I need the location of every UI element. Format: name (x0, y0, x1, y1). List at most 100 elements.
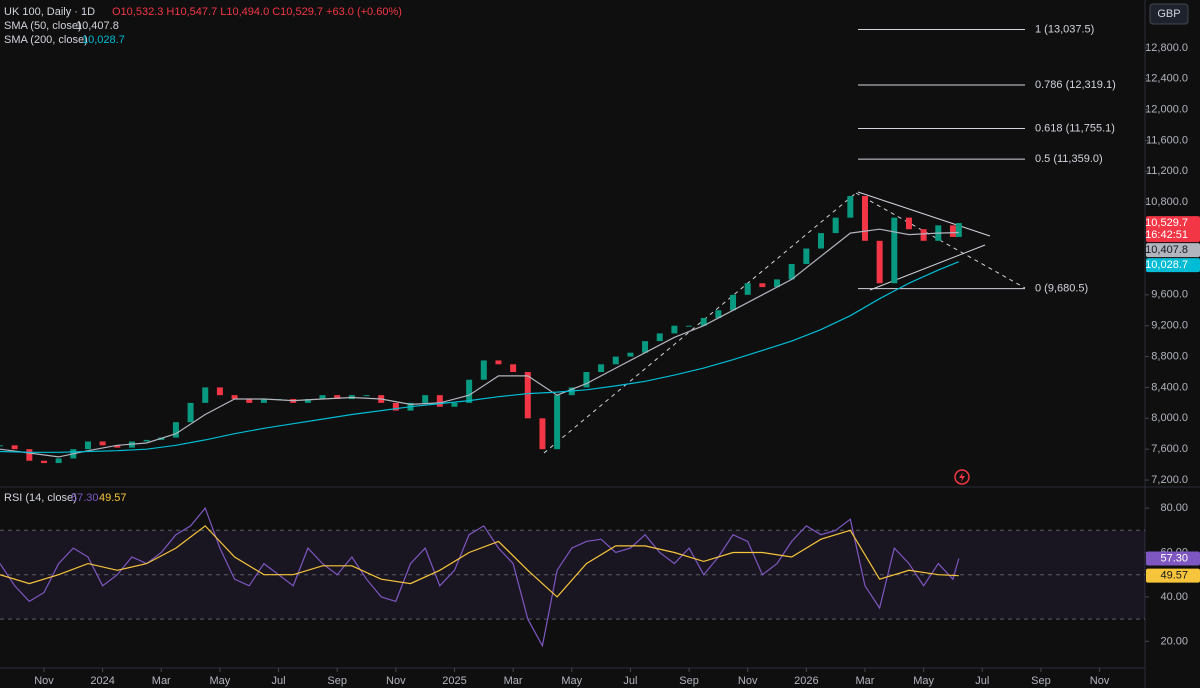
candle (202, 387, 209, 403)
price-tag-label: 49.57 (1160, 570, 1188, 582)
currency-button[interactable]: GBP (1149, 3, 1189, 25)
candle (715, 310, 722, 318)
candle (26, 449, 33, 461)
price-tag-label: 10,028.7 (1145, 259, 1188, 271)
candle (817, 233, 824, 249)
candle (949, 225, 956, 237)
x-tick-label: Jul (975, 675, 989, 687)
x-tick-label: Mar (152, 675, 171, 687)
y-tick-label: 20.00 (1160, 635, 1188, 647)
legend-value: 10,407.8 (76, 20, 119, 32)
legend-value: 10,028.7 (82, 34, 125, 46)
x-tick-label: Mar (504, 675, 523, 687)
currency-label: GBP (1157, 8, 1180, 20)
candle (554, 395, 561, 450)
currency-box (1149, 3, 1189, 25)
candle (642, 341, 649, 353)
candle (744, 283, 751, 295)
price-tag-box (1146, 551, 1200, 566)
x-tick-label: Sep (679, 675, 699, 687)
candle (84, 441, 91, 450)
candle (832, 217, 839, 234)
candle (876, 240, 883, 284)
candle (905, 217, 912, 230)
candle (920, 229, 927, 241)
candle (260, 399, 267, 403)
candle (495, 360, 502, 365)
x-tick-label: Jul (272, 675, 286, 687)
price-tag-box (1146, 258, 1200, 273)
candle (803, 248, 810, 264)
y-tick-label: 12,400.0 (1145, 73, 1188, 85)
y-tick-label: 7,600.0 (1151, 443, 1188, 455)
legend-value: 49.57 (99, 492, 127, 504)
candle (451, 402, 458, 407)
candle (143, 439, 150, 442)
candle (436, 395, 443, 407)
candle (172, 422, 179, 438)
candle (0, 445, 3, 447)
legend-value: 57.30 (71, 492, 99, 504)
candle (788, 263, 795, 280)
alert-icon[interactable] (954, 469, 970, 485)
candle (11, 445, 18, 450)
candle (524, 372, 531, 419)
fib-label: 0.618 (11,755.1) (1035, 122, 1115, 134)
candle (510, 364, 517, 373)
candle (686, 325, 693, 327)
price-tag-box (1146, 216, 1200, 243)
x-tick-label: Sep (1031, 675, 1051, 687)
y-tick-label: 10,800.0 (1145, 196, 1188, 208)
price-tag-label: 10,529.7 (1145, 217, 1188, 229)
alert-bolt (959, 472, 965, 482)
price-tag: 10,028.7 (1145, 258, 1200, 273)
x-tick-label: May (561, 675, 582, 687)
candle (598, 364, 605, 373)
candle (539, 418, 546, 450)
candle (759, 283, 766, 288)
y-tick-label: 11,200.0 (1146, 165, 1188, 177)
x-tick-label: Mar (856, 675, 875, 687)
x-tick-label: Nov (738, 675, 758, 687)
rsi-line (0, 525, 959, 598)
y-tick-label: 80.00 (1160, 502, 1188, 514)
x-tick-label: Jul (623, 675, 637, 687)
rsi-line (0, 506, 960, 648)
candle (319, 395, 326, 400)
triangle-line (857, 191, 991, 237)
y-tick-label: 9,200.0 (1151, 320, 1188, 332)
y-tick-label: 8,800.0 (1151, 350, 1188, 362)
symbol-title: UK 100, Daily · 1D (4, 6, 95, 18)
candle (891, 217, 898, 284)
y-tick-label: 12,000.0 (1145, 104, 1188, 116)
candle (612, 356, 619, 365)
candle (955, 223, 962, 237)
ohlc-label: O10,532.3 H10,547.7 L10,494.0 C10,529.7 … (112, 6, 402, 18)
y-tick-label: 8,400.0 (1151, 381, 1188, 393)
candle (114, 445, 121, 448)
y-tick-label: 7,200.0 (1151, 474, 1188, 486)
y-tick-label: 9,600.0 (1151, 289, 1188, 301)
x-tick-label: Sep (327, 675, 347, 687)
legend-name: SMA (50, close) (4, 20, 82, 32)
price-tag: 10,407.8 (1145, 243, 1200, 258)
x-tick-label: May (210, 675, 231, 687)
candle (187, 402, 194, 423)
candle (583, 372, 590, 388)
x-tick-label: 2026 (794, 675, 818, 687)
price-tag: 57.30 (1146, 551, 1200, 566)
y-tick-label: 12,800.0 (1145, 42, 1188, 54)
x-tick-label: Nov (1090, 675, 1110, 687)
candle (40, 460, 47, 464)
y-tick-label: 8,000.0 (1151, 412, 1188, 424)
fib-label: 1 (13,037.5) (1035, 23, 1094, 35)
candle (671, 325, 678, 334)
price-tag-box (1146, 243, 1200, 258)
fib-label: 0 (9,680.5) (1035, 283, 1088, 295)
candle (861, 196, 868, 241)
candle (774, 279, 781, 288)
candle (392, 402, 399, 411)
